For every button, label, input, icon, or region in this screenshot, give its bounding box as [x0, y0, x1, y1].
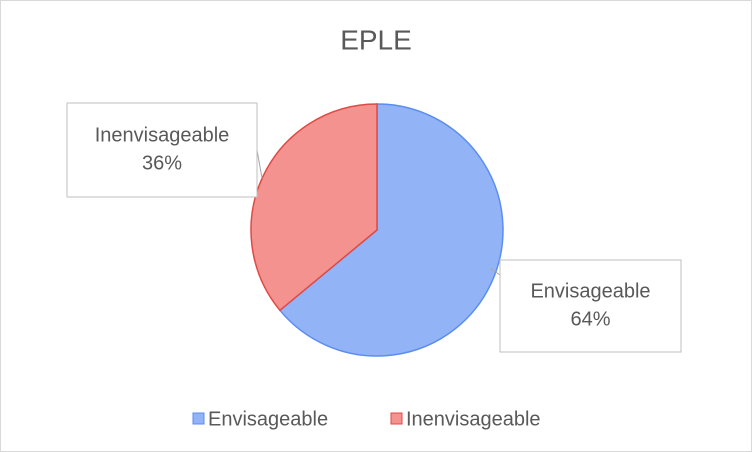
- data-label-box: [499, 259, 682, 353]
- data-label-name: Inenvisageable: [95, 124, 230, 146]
- legend-label: Envisageable: [208, 408, 328, 430]
- legend-swatch: [390, 412, 403, 425]
- legend-label: Inenvisageable: [406, 408, 541, 430]
- data-label-box: [66, 102, 258, 198]
- chart-title: EPLE: [340, 24, 412, 55]
- leader-line: [489, 267, 501, 276]
- data-label-value: 64%: [570, 308, 610, 330]
- data-label-name: Envisageable: [530, 280, 650, 302]
- data-label-value: 36%: [142, 152, 182, 174]
- pie-slice: [278, 103, 504, 357]
- leader-line: [256, 149, 263, 179]
- pie-slice: [250, 103, 378, 312]
- legend-swatch: [192, 412, 205, 425]
